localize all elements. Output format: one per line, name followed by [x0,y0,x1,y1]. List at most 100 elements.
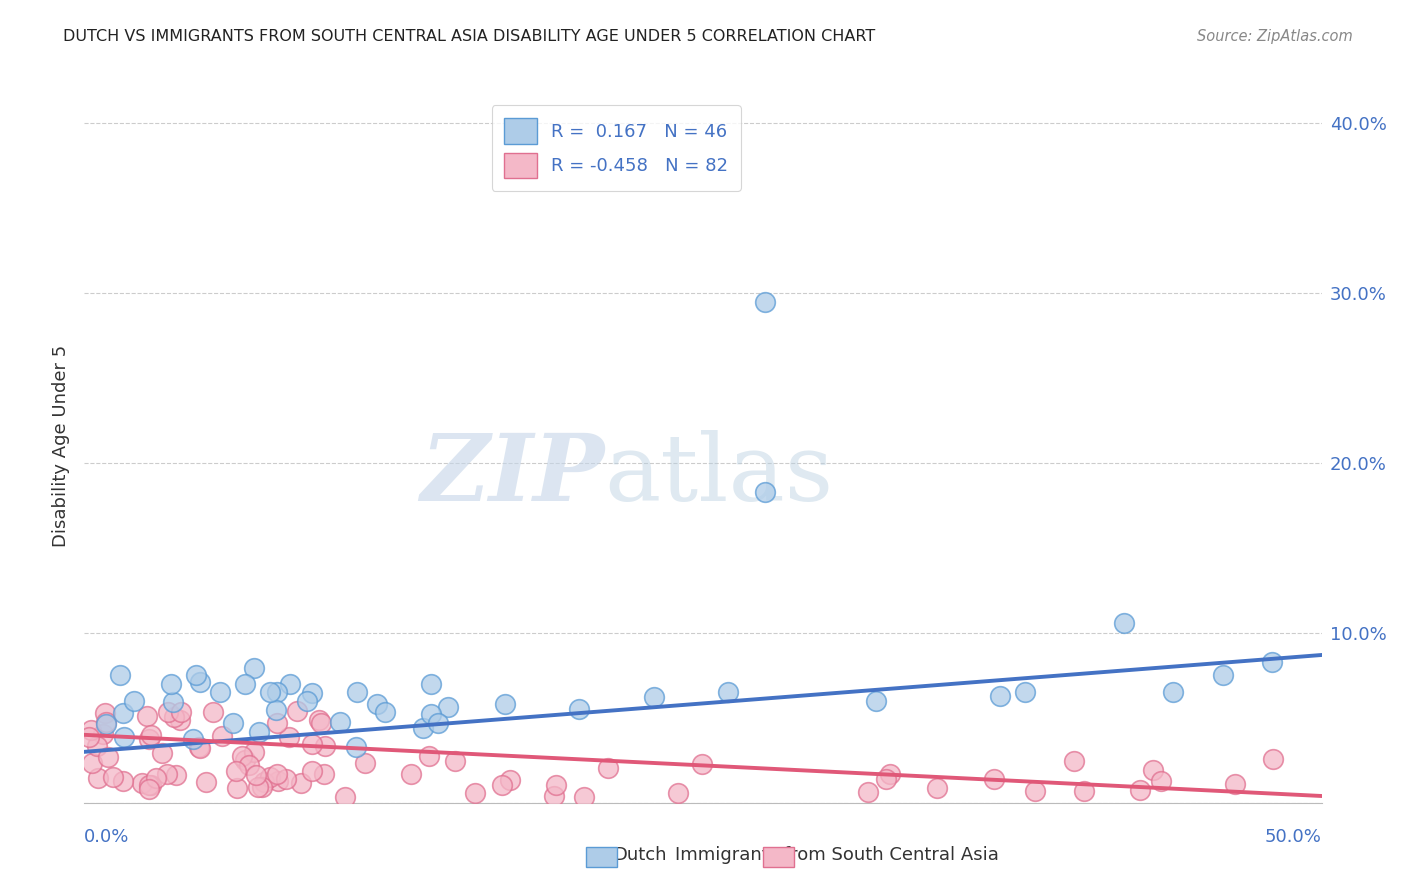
Point [399,766,422,780]
Point [233,753,256,767]
Point [138,781,160,796]
Point [226,781,249,796]
Point [259,770,281,784]
Point [266,716,288,731]
Point [875,772,897,787]
Y-axis label: Disability Age Under 5: Disability Age Under 5 [52,345,70,547]
Point [225,764,247,778]
Point [94,706,117,720]
Point [494,698,516,712]
Point [329,715,352,730]
Point [231,748,253,763]
Point [209,685,232,699]
Point [1161,685,1184,699]
Point [308,713,330,727]
Point [1073,784,1095,798]
Point [754,294,776,309]
Point [690,757,713,772]
Point [165,768,187,782]
Point [1212,668,1234,682]
Point [245,768,267,782]
Point [80,723,103,737]
Point [247,725,270,739]
Point [238,758,260,772]
Point [344,739,367,754]
Text: ZIP: ZIP [420,430,605,519]
Text: 0.0%: 0.0% [84,828,129,846]
Point [162,695,184,709]
Point [499,773,522,788]
Point [1261,751,1284,765]
Point [290,776,312,790]
Point [79,731,101,745]
Point [1014,685,1036,699]
Point [295,694,318,708]
Point [865,694,887,708]
Point [572,790,595,805]
Point [97,750,120,764]
Point [301,764,323,779]
Text: atlas: atlas [605,430,834,519]
Point [80,756,103,771]
Point [222,716,245,731]
Point [285,704,308,718]
Point [1024,784,1046,798]
Point [103,770,125,784]
Point [243,660,266,674]
Point [856,785,879,799]
Point [259,685,281,699]
Text: Dutch: Dutch [613,846,666,863]
Point [301,686,323,700]
Point [1063,754,1085,768]
Point [374,705,396,719]
Point [110,668,132,682]
Point [309,715,332,730]
Point [1142,763,1164,777]
Point [419,707,441,722]
Point [543,789,565,803]
Point [141,778,163,792]
Point [145,771,167,785]
Text: 50.0%: 50.0% [1265,828,1322,846]
Point [243,745,266,759]
Point [568,702,591,716]
Point [138,778,160,792]
Point [188,675,211,690]
Point [169,713,191,727]
Point [138,732,160,747]
Point [111,774,134,789]
Text: Immigrants from South Central Asia: Immigrants from South Central Asia [675,846,998,863]
Point [544,778,567,792]
Point [643,690,665,705]
Point [93,727,115,741]
Point [86,739,108,754]
Point [156,767,179,781]
Point [436,700,458,714]
Point [264,703,287,717]
Point [1129,783,1152,797]
Point [162,710,184,724]
Point [139,728,162,742]
Point [150,746,173,760]
Point [250,780,273,794]
Point [443,754,465,768]
Point [1150,773,1173,788]
Point [412,721,434,735]
Point [188,739,211,754]
Point [181,732,204,747]
Point [717,685,740,699]
Text: DUTCH VS IMMIGRANTS FROM SOUTH CENTRAL ASIA DISABILITY AGE UNDER 5 CORRELATION C: DUTCH VS IMMIGRANTS FROM SOUTH CENTRAL A… [63,29,876,44]
Text: Source: ZipAtlas.com: Source: ZipAtlas.com [1197,29,1353,44]
Point [879,766,901,780]
Point [418,749,440,764]
Point [346,685,368,699]
Point [927,780,949,795]
Point [94,717,117,731]
Point [157,705,180,719]
Point [754,484,776,499]
Point [112,730,135,744]
Point [354,756,377,770]
Point [267,774,290,789]
Point [246,780,269,795]
Point [1223,777,1246,791]
